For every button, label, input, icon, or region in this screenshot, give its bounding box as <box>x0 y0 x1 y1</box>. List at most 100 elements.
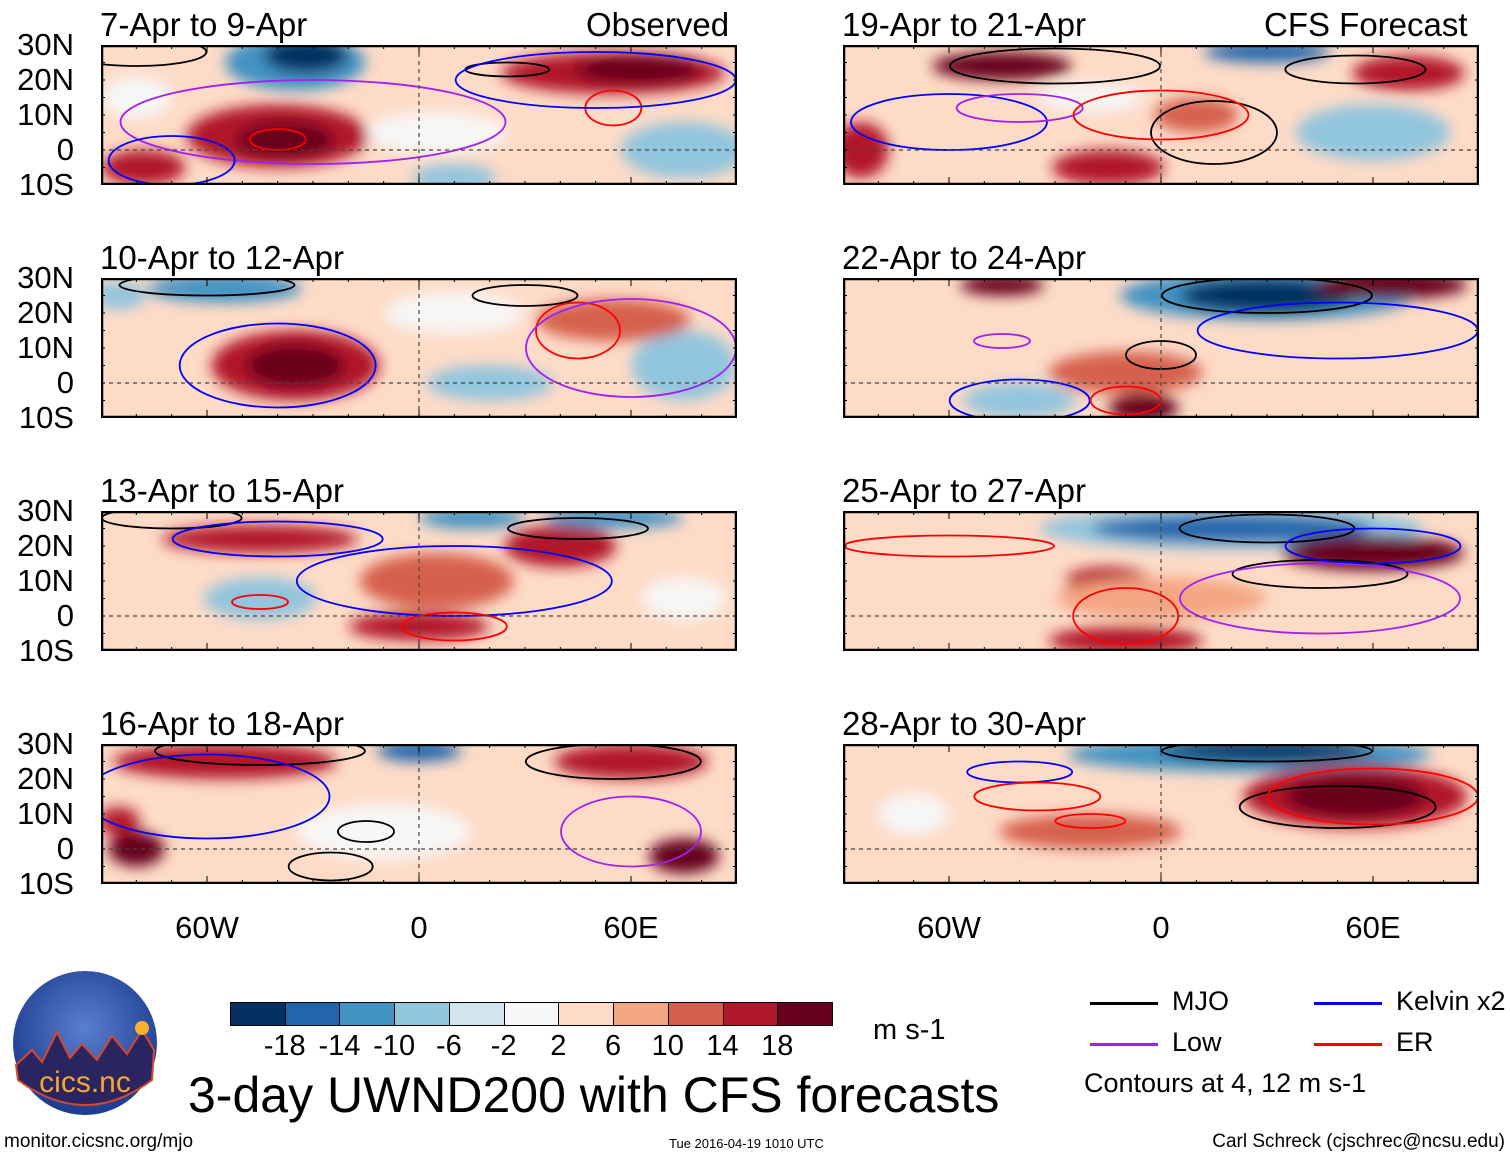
filtered-contour <box>973 781 1102 812</box>
legend-label: MJO <box>1172 986 1229 1016</box>
filtered-contour <box>1179 562 1461 635</box>
map-panel <box>843 744 1479 884</box>
panel-border <box>843 744 1479 884</box>
longitude-label: 60W <box>917 910 981 945</box>
filtered-contour <box>119 79 507 165</box>
filtered-contour <box>101 45 208 67</box>
colorbar-tick-label: -6 <box>436 1030 462 1062</box>
filtered-contour <box>1238 785 1437 829</box>
panel-title: 22-Apr to 24-Apr <box>842 239 1086 276</box>
latitude-label: 10S <box>18 167 74 202</box>
filtered-contour <box>1284 54 1427 85</box>
latitude-label: 30N <box>17 493 74 528</box>
wind-anomaly-shading <box>999 814 1182 849</box>
footer-url[interactable]: monitor.cicsnc.org/mjo <box>4 1131 194 1152</box>
wind-anomaly-shading <box>426 365 553 401</box>
wind-anomaly-shading <box>649 838 719 874</box>
wind-anomaly-shading <box>412 164 497 185</box>
footer-credit: Carl Schreck (cjschrec@ncsu.edu) <box>1212 1131 1505 1152</box>
colorbar-units: m s-1 <box>873 1014 946 1046</box>
filtered-contour <box>1072 587 1180 645</box>
latitude-label: 20N <box>17 62 74 97</box>
longitude-label: 0 <box>410 910 428 945</box>
panel-border <box>101 744 737 884</box>
map-panel <box>843 511 1479 651</box>
latitude-label: 30N <box>17 260 74 295</box>
latitude-label: 20N <box>17 528 74 563</box>
filtered-contour <box>178 322 377 409</box>
filtered-contour <box>1150 100 1278 165</box>
latitude-label: 0 <box>56 598 74 633</box>
legend-label: Low <box>1172 1027 1222 1057</box>
panel-title: 13-Apr to 15-Apr <box>100 472 344 509</box>
filtered-contour <box>507 517 649 540</box>
filtered-contour <box>948 378 1091 418</box>
panel-border <box>843 45 1479 185</box>
wind-anomaly-shading <box>536 299 691 341</box>
map-panel <box>843 278 1479 418</box>
latitude-label: 10S <box>18 866 74 901</box>
legend-line-er <box>1314 1043 1382 1046</box>
filtered-contour <box>1054 813 1127 829</box>
latitude-label: 10S <box>18 633 74 668</box>
longitude-label: 0 <box>1152 910 1170 945</box>
colorbar-tick-label: 10 <box>651 1030 684 1062</box>
latitude-label: 10N <box>17 330 74 365</box>
filtered-contour <box>1161 278 1373 314</box>
panel-border <box>843 278 1479 418</box>
filtered-contour <box>1072 89 1250 141</box>
wind-anomaly-shading <box>101 150 186 185</box>
colorbar-tick-label: -14 <box>318 1030 361 1062</box>
observed-label: Observed <box>586 6 730 43</box>
wind-anomaly-shading <box>1313 278 1468 299</box>
colorbar-swatch <box>394 1002 450 1026</box>
colorbar-swatch <box>722 1002 779 1026</box>
panel-title: 10-Apr to 12-Apr <box>100 239 344 276</box>
legend-line-mjo <box>1090 1002 1158 1005</box>
wind-anomaly-shading <box>296 803 472 860</box>
colorbar-tick-label: 2 <box>550 1030 567 1062</box>
panel-border <box>843 511 1479 651</box>
contour-note: Contours at 4, 12 m s-1 <box>1084 1068 1367 1098</box>
filtered-contour <box>560 795 702 868</box>
wind-anomaly-shading <box>101 807 140 835</box>
wind-anomaly-shading <box>1296 104 1450 161</box>
panel-title: 7-Apr to 9-Apr <box>100 6 308 43</box>
wind-anomaly-shading <box>246 344 345 387</box>
wind-anomaly-shading <box>504 525 617 567</box>
map-panel <box>101 511 737 651</box>
filtered-contour <box>524 744 702 780</box>
colorbar-tick-label: 6 <box>605 1030 622 1062</box>
wind-anomaly-shading <box>147 278 302 303</box>
colorbar-swatch <box>230 1002 286 1026</box>
wind-anomaly-shading <box>162 525 358 553</box>
colorbar-tick-label: 14 <box>706 1030 739 1062</box>
longitude-label: 60E <box>603 910 659 945</box>
panel-border <box>101 511 737 651</box>
wind-anomaly-shading <box>359 553 514 609</box>
colorbar-tick-label: 18 <box>761 1030 794 1062</box>
latitude-label: 10S <box>18 400 74 435</box>
wind-anomaly-shading <box>263 45 348 73</box>
filtered-contour <box>1161 744 1373 763</box>
panel-border <box>101 278 737 418</box>
colorbar-swatch <box>777 1002 833 1026</box>
panel-title: 19-Apr to 21-Apr <box>842 6 1086 43</box>
legend-label: Kelvin x2 <box>1396 986 1506 1016</box>
wind-anomaly-shading <box>1048 626 1203 651</box>
colorbar-swatch <box>284 1002 341 1026</box>
figure-title: 3-day UWND200 with CFS forecasts <box>188 1067 1000 1123</box>
legend-label: ER <box>1396 1027 1434 1057</box>
map-panel <box>843 45 1479 185</box>
map-panel <box>101 744 737 884</box>
legend-line-low <box>1090 1043 1158 1046</box>
colorbar-swatch <box>448 1002 505 1026</box>
wind-anomaly-shading <box>1056 577 1266 620</box>
filtered-contour <box>337 820 395 843</box>
filtered-contour <box>171 520 384 558</box>
wind-anomaly-shading <box>1162 744 1372 762</box>
wind-anomaly-shading <box>112 744 337 779</box>
colorbar-swatch <box>613 1002 669 1026</box>
colorbar-swatch <box>339 1002 396 1026</box>
panel-title: 28-Apr to 30-Apr <box>842 705 1086 742</box>
